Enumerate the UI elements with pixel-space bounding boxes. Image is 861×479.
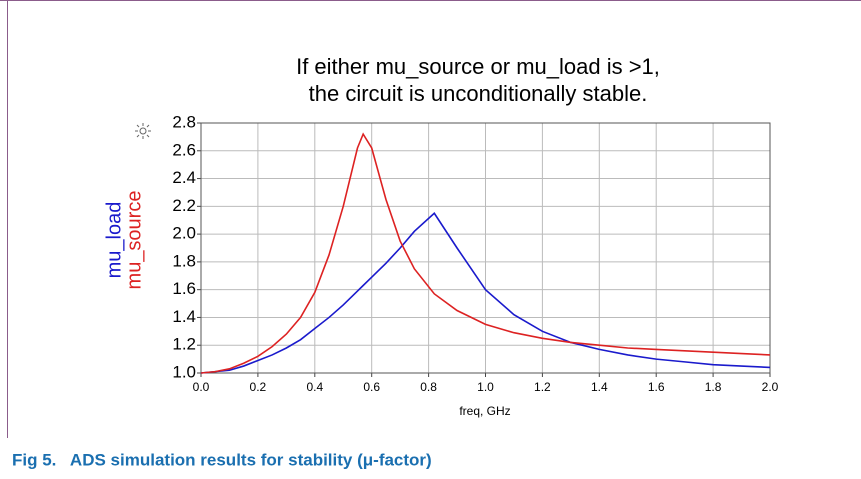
- legend-label: mu_source: [123, 191, 145, 290]
- x-tick-label: 0.0: [193, 380, 210, 394]
- chart-title: the circuit is unconditionally stable.: [309, 81, 648, 106]
- x-tick-label: 1.0: [477, 380, 494, 394]
- x-axis-label: freq, GHz: [459, 404, 510, 418]
- x-tick-label: 2.0: [762, 380, 779, 394]
- x-tick-label: 1.8: [705, 380, 722, 394]
- series-line: [200, 212, 771, 374]
- y-tick-label: 1.4: [172, 307, 196, 326]
- y-tick-label: 2.4: [172, 168, 196, 187]
- x-tick-label: 1.6: [648, 380, 665, 394]
- y-tick-label: 1.8: [172, 251, 196, 270]
- x-tick-label: 0.2: [250, 380, 267, 394]
- sun-icon: [135, 123, 151, 139]
- y-tick-label: 1.0: [172, 362, 196, 381]
- legend-label: mu_load: [103, 202, 125, 279]
- y-tick-label: 1.6: [172, 279, 196, 298]
- y-tick-label: 2.8: [172, 112, 196, 131]
- x-tick-label: 1.4: [591, 380, 608, 394]
- y-tick-label: 1.2: [172, 335, 196, 354]
- x-tick-label: 0.4: [306, 380, 323, 394]
- x-tick-label: 0.6: [363, 380, 380, 394]
- y-tick-label: 2.2: [172, 196, 196, 215]
- plot-frame: [200, 122, 771, 374]
- x-tick-label: 1.2: [534, 380, 551, 394]
- x-tick-label: 0.8: [420, 380, 437, 394]
- y-tick-label: 2.6: [172, 140, 196, 159]
- y-tick-label: 2.0: [172, 224, 196, 243]
- chart-title: If either mu_source or mu_load is >1,: [296, 54, 660, 79]
- series-line: [200, 132, 771, 374]
- caption: Fig 5. ADS simulation results for stabil…: [12, 450, 432, 469]
